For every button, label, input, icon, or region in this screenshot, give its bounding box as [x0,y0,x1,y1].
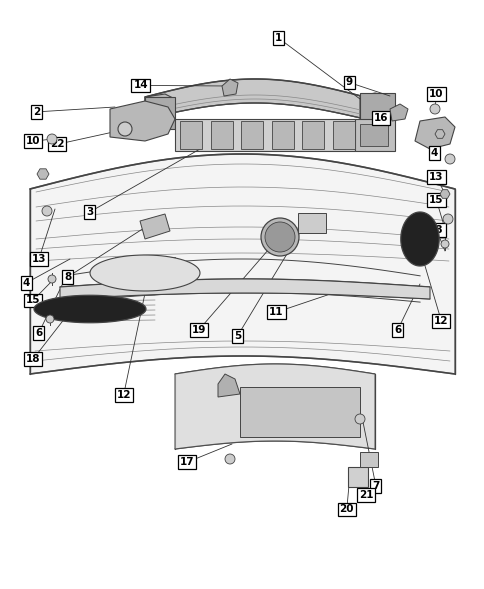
Text: 4: 4 [23,278,30,287]
Ellipse shape [440,240,448,248]
Ellipse shape [429,104,439,114]
Polygon shape [217,374,240,397]
Text: 15: 15 [428,196,443,205]
Ellipse shape [444,154,454,164]
Text: 22: 22 [50,140,64,149]
Text: 19: 19 [191,325,206,335]
Polygon shape [90,255,199,291]
Text: 1: 1 [275,34,282,43]
Text: 15: 15 [26,296,40,305]
Text: 10: 10 [428,90,443,99]
Bar [271,121,293,149]
Text: 12: 12 [116,390,131,399]
Bar [175,119,354,151]
Bar [359,452,377,467]
Polygon shape [145,94,175,129]
Ellipse shape [118,122,132,136]
Text: 4: 4 [429,148,437,158]
Bar [297,213,325,233]
Polygon shape [110,101,175,141]
Polygon shape [30,154,454,374]
Bar [180,121,201,149]
Text: 12: 12 [433,316,448,326]
Polygon shape [389,104,407,121]
Polygon shape [439,190,449,198]
Text: 14: 14 [133,81,148,90]
Polygon shape [434,130,444,138]
Bar [210,121,232,149]
Text: 2: 2 [33,107,40,117]
Ellipse shape [46,315,54,323]
Ellipse shape [42,206,52,216]
Bar [359,124,387,146]
Bar [359,93,394,121]
Bar [145,97,175,129]
Polygon shape [60,279,429,299]
Text: 18: 18 [26,355,40,364]
Text: 6: 6 [393,325,400,335]
Text: 8: 8 [64,272,71,282]
Ellipse shape [264,222,294,252]
Text: 20: 20 [339,505,353,514]
Text: 17: 17 [179,458,194,467]
Bar [302,121,324,149]
Polygon shape [359,93,389,121]
Ellipse shape [225,454,235,464]
Text: 7: 7 [371,481,379,491]
Polygon shape [37,169,49,179]
Ellipse shape [47,134,57,144]
Text: 13: 13 [428,172,443,181]
Bar [240,387,359,437]
Polygon shape [222,79,238,96]
Bar [333,121,354,149]
Ellipse shape [48,275,56,283]
Text: 5: 5 [234,331,241,340]
Text: 13: 13 [31,254,46,264]
Polygon shape [400,212,439,266]
Ellipse shape [260,218,298,256]
Text: 16: 16 [373,113,387,123]
Text: 21: 21 [358,490,373,499]
Bar [241,121,263,149]
Bar [354,119,394,151]
Text: 6: 6 [35,328,42,337]
Text: 11: 11 [269,307,283,317]
Text: 10: 10 [26,137,40,146]
Text: 3: 3 [86,207,93,217]
Text: 18: 18 [428,225,443,234]
Polygon shape [414,117,454,149]
Ellipse shape [442,214,452,224]
Polygon shape [145,79,364,119]
Bar [348,467,367,487]
Polygon shape [140,214,170,239]
Polygon shape [34,295,146,323]
Polygon shape [175,364,374,449]
Ellipse shape [354,414,364,424]
Text: 9: 9 [345,78,352,87]
